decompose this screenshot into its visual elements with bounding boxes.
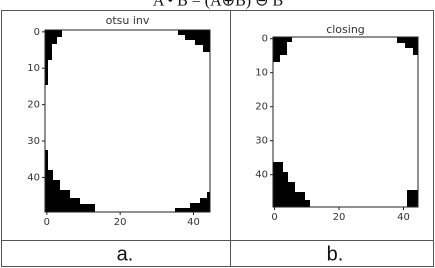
caption: a. bbox=[117, 243, 134, 265]
y-tick-label: 20 bbox=[27, 100, 40, 111]
plot-title: otsu inv bbox=[106, 14, 150, 27]
y-tick-label: 30 bbox=[255, 136, 268, 147]
x-tick-label: 40 bbox=[187, 217, 200, 228]
y-tick-label: 0 bbox=[34, 27, 40, 38]
panel-b-shapes bbox=[273, 37, 418, 207]
region bbox=[407, 190, 418, 207]
plot-title: closing bbox=[326, 23, 365, 36]
y-tick-label: 10 bbox=[255, 68, 268, 79]
region bbox=[273, 37, 292, 62]
region bbox=[175, 192, 210, 212]
x-tick-label: 40 bbox=[397, 212, 410, 223]
region bbox=[273, 162, 310, 207]
table-border bbox=[2, 11, 434, 267]
y-tick-label: 20 bbox=[255, 102, 268, 113]
y-tick-label: 30 bbox=[27, 136, 40, 147]
x-tick-label: 20 bbox=[114, 217, 127, 228]
figure-table: A • B = (A⊕B) ⊖ B otsu inv 0 20 40 0 10 20 30 40… bbox=[0, 0, 435, 268]
y-tick-label: 40 bbox=[255, 170, 268, 181]
region bbox=[178, 30, 210, 52]
axes-frame bbox=[45, 30, 210, 212]
region bbox=[45, 150, 95, 212]
axes-frame bbox=[273, 37, 418, 207]
y-tick-label: 40 bbox=[27, 172, 40, 183]
formula: A • B = (A⊕B) ⊖ B bbox=[153, 0, 283, 10]
y-tick-label: 10 bbox=[27, 63, 40, 74]
region bbox=[397, 37, 418, 55]
panel-a-shapes bbox=[45, 30, 210, 212]
x-tick-label: 0 bbox=[44, 217, 50, 228]
x-tick-label: 20 bbox=[333, 212, 346, 223]
caption: b. bbox=[327, 243, 344, 265]
x-tick-label: 0 bbox=[271, 212, 277, 223]
y-tick-label: 0 bbox=[262, 34, 268, 45]
region bbox=[45, 30, 62, 85]
